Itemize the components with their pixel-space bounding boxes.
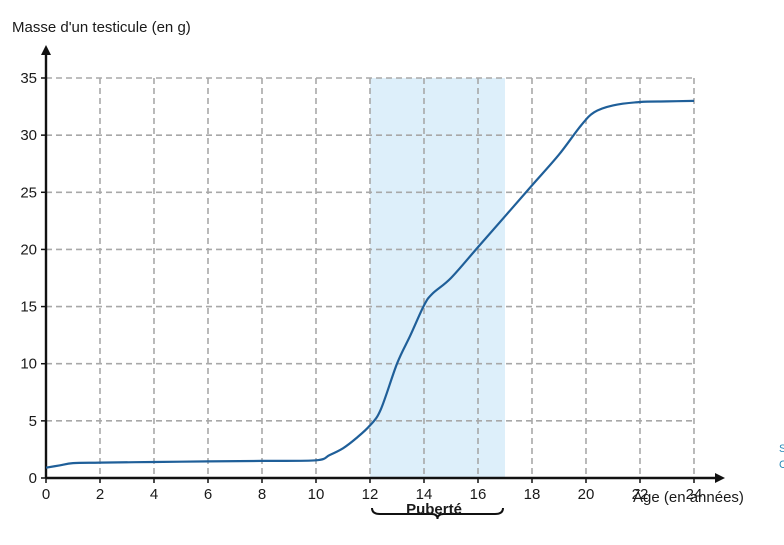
y-tick-label: 0: [29, 470, 37, 487]
x-tick-labels: 0 2 4 6 8 10 12 14 16 18 20 22 24: [42, 478, 703, 503]
x-tick-label: 0: [42, 486, 50, 503]
axes: [41, 45, 725, 483]
x-axis-label: Âge (en années): [633, 489, 744, 506]
x-tick-label: 8: [258, 486, 266, 503]
x-tick-label: 14: [416, 486, 433, 503]
puberty-label: Puberté: [406, 501, 462, 518]
x-tick-label: 4: [150, 486, 158, 503]
x-tick-label: 22: [632, 486, 649, 503]
x-tick-label: 16: [470, 486, 487, 503]
side-text-2: C: [779, 459, 784, 471]
grid: [46, 77, 695, 478]
x-tick-label: 10: [308, 486, 325, 503]
y-tick-label: 5: [29, 413, 37, 430]
y-tick-label: 10: [20, 356, 37, 373]
y-tick-label: 30: [20, 127, 37, 144]
x-tick-label: 20: [578, 486, 595, 503]
y-tick-label: 35: [20, 70, 37, 87]
mass-curve: [45, 99, 695, 469]
y-tick-label: 25: [20, 184, 37, 201]
y-tick-labels: 0 5 10 15 20 25 30 35: [20, 70, 46, 487]
y-axis-label: Masse d'un testicule (en g): [12, 19, 191, 36]
x-tick-label: 12: [362, 486, 379, 503]
x-tick-label: 24: [686, 486, 703, 503]
x-tick-label: 6: [204, 486, 212, 503]
puberty-band: [370, 78, 505, 478]
x-tick-label: 18: [524, 486, 541, 503]
side-text-1: S: [779, 443, 784, 455]
y-tick-label: 15: [20, 299, 37, 316]
x-tick-label: 2: [96, 486, 104, 503]
y-tick-label: 20: [20, 241, 37, 258]
puberty-brace: [371, 507, 504, 520]
